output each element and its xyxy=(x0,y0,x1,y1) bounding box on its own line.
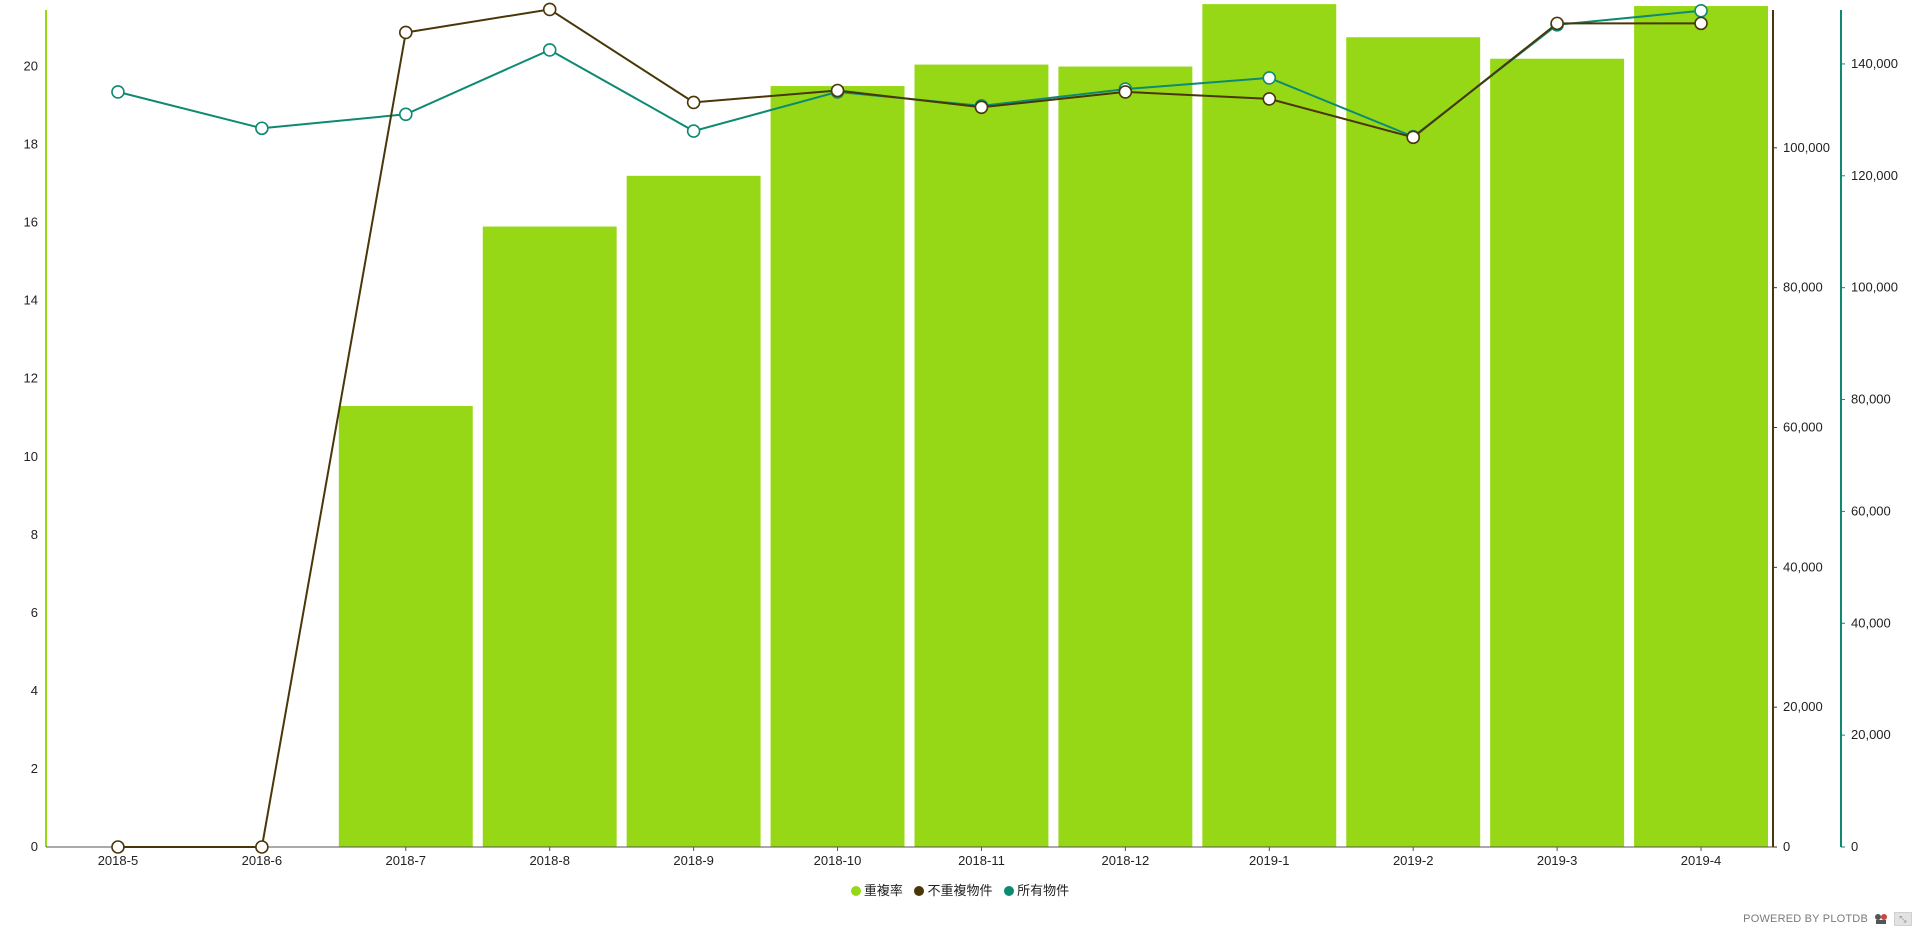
right-axis-2-tick-label: 20,000 xyxy=(1851,727,1891,742)
bar-2018-7 xyxy=(338,406,473,847)
footer: POWERED BY PLOTDB ⤡ xyxy=(1743,912,1912,926)
all-items-point-2019-4 xyxy=(1694,3,1708,18)
unique-items-point-2019-1 xyxy=(1262,92,1277,106)
right-axis-1-tick-label: 80,000 xyxy=(1783,280,1823,295)
left-axis-tick-label: 2 xyxy=(31,761,38,776)
all-items-point-2019-1 xyxy=(1262,71,1277,85)
bar-2019-3 xyxy=(1490,58,1625,848)
left-axis-tick-label: 14 xyxy=(24,293,38,308)
all-items-point-2018-8 xyxy=(542,43,557,57)
legend-item-unique-items[interactable]: 不重複物件 xyxy=(914,880,993,899)
bar-2018-8 xyxy=(482,226,617,848)
plotdb-logo-icon[interactable] xyxy=(1874,913,1888,925)
x-axis-tick-label: 2018-7 xyxy=(386,853,426,868)
unique-items-point-2018-7 xyxy=(398,25,413,40)
resize-handle-icon[interactable]: ⤡ xyxy=(1894,912,1912,926)
x-axis-tick-label: 2018-9 xyxy=(673,853,713,868)
left-axis-tick-label: 4 xyxy=(31,683,38,698)
x-axis-tick-label: 2018-6 xyxy=(242,853,282,868)
unique-items-line xyxy=(117,8,1702,848)
left-axis-tick-label: 10 xyxy=(24,449,38,464)
x-axis-tick-label: 2019-3 xyxy=(1537,853,1577,868)
right-axis-2-tick-label: 100,000 xyxy=(1851,280,1898,295)
left-axis-tick-label: 0 xyxy=(31,839,38,854)
right-axis-2-tick-label: 40,000 xyxy=(1851,615,1891,630)
chart-legend: 重複率 不重複物件 所有物件 xyxy=(0,880,1920,899)
x-axis-tick-label: 2018-12 xyxy=(1102,853,1150,868)
bar-2019-2 xyxy=(1346,37,1481,847)
x-axis-tick-label: 2018-11 xyxy=(958,853,1005,868)
x-axis-tick-label: 2018-10 xyxy=(814,853,862,868)
right-axis-2-tick-label: 60,000 xyxy=(1851,503,1891,518)
unique-items-point-2018-10 xyxy=(830,83,845,98)
x-axis-tick-label: 2019-2 xyxy=(1393,853,1433,868)
left-axis-tick-label: 6 xyxy=(31,605,38,620)
right-axis-1-tick-label: 100,000 xyxy=(1783,140,1830,155)
unique-items-point-2018-8 xyxy=(542,2,557,17)
right-axis-2-tick-label: 80,000 xyxy=(1851,392,1891,407)
x-axis-tick-label: 2019-4 xyxy=(1681,853,1721,868)
powered-by-text: POWERED BY PLOTDB xyxy=(1743,913,1868,925)
all-items-point-2018-9 xyxy=(686,124,701,138)
left-axis-tick-label: 12 xyxy=(24,371,38,386)
bar-2018-9 xyxy=(626,175,761,848)
bar-2018-11 xyxy=(914,64,1049,847)
all-items-point-2018-6 xyxy=(255,121,269,136)
right-axis-2-tick-label: 0 xyxy=(1851,839,1858,854)
unique-items-point-2018-6 xyxy=(255,840,269,854)
right-axis-2-tick-label: 120,000 xyxy=(1851,168,1898,183)
right-axis-1-tick-label: 60,000 xyxy=(1783,420,1823,435)
unique-items-point-2018-5 xyxy=(111,840,125,854)
right-axis-1-tick-label: 20,000 xyxy=(1783,699,1823,714)
legend-label: 不重複物件 xyxy=(927,883,993,898)
unique-items-point-2018-11 xyxy=(974,100,989,115)
unique-items-point-2018-9 xyxy=(686,95,701,110)
x-axis-tick-label: 2019-1 xyxy=(1249,853,1289,868)
left-axis-tick-label: 8 xyxy=(31,527,38,542)
all-items-point-2018-7 xyxy=(398,107,413,122)
legend-label: 所有物件 xyxy=(1017,883,1070,898)
unique-items-point-2019-2 xyxy=(1406,130,1421,145)
bar-2018-10 xyxy=(770,86,905,847)
bar-2018-12 xyxy=(1058,66,1193,847)
left-axis-tick-label: 20 xyxy=(24,59,38,74)
legend-dot xyxy=(1004,886,1015,896)
legend-dot xyxy=(850,886,861,896)
unique-items-point-2018-12 xyxy=(1118,85,1133,99)
legend-item-duplicate-rate[interactable]: 重複率 xyxy=(850,880,903,899)
right-axis-2-tick-label: 140,000 xyxy=(1851,56,1898,71)
legend-dot xyxy=(914,886,925,896)
x-axis-tick-label: 2018-5 xyxy=(98,853,138,868)
right-axis-1-tick-label: 40,000 xyxy=(1783,559,1823,574)
left-axis-tick-label: 16 xyxy=(24,215,38,230)
unique-items-point-2019-4 xyxy=(1694,16,1708,31)
all-items-point-2018-5 xyxy=(111,85,125,99)
x-axis-tick-label: 2018-8 xyxy=(529,853,569,868)
unique-items-point-2019-3 xyxy=(1550,16,1564,31)
right-axis-1-tick-label: 0 xyxy=(1783,839,1790,854)
legend-item-all-items[interactable]: 所有物件 xyxy=(1004,880,1069,899)
left-axis-tick-label: 18 xyxy=(24,137,38,152)
bar-2019-4 xyxy=(1634,6,1768,848)
legend-label: 重複率 xyxy=(863,883,903,898)
bar-2019-1 xyxy=(1202,4,1337,848)
